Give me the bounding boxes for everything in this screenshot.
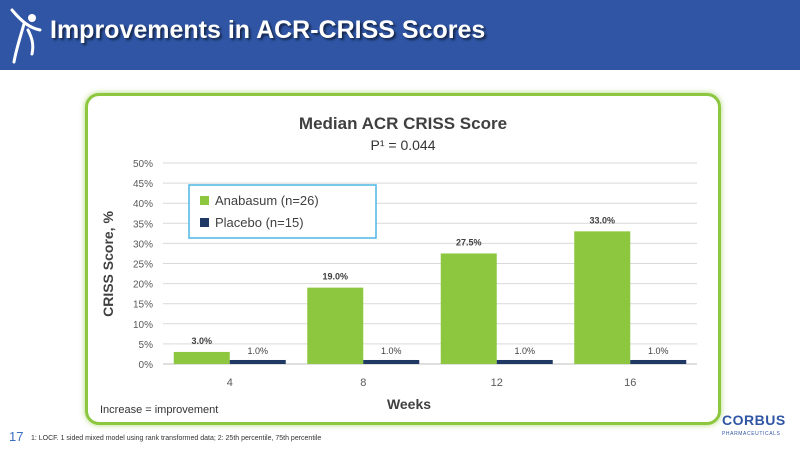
- bar-placebo: [229, 359, 286, 364]
- legend-label-placebo: Placebo (n=15): [215, 215, 304, 230]
- legend-swatch-placebo: [200, 218, 209, 227]
- bar-anabasum: [574, 231, 631, 364]
- data-label-anabasum: 27.5%: [456, 237, 482, 247]
- logo-wordmark: CORBUS: [722, 412, 786, 428]
- y-tick-label: 40%: [133, 199, 153, 210]
- chart-frame: 0% 5% 10% 15% 20% 25% 30% 35% 40% 45% 50% 3.0% 1.0% 4…: [85, 93, 721, 425]
- page-number: 17: [9, 429, 24, 444]
- data-label-placebo: 1.0%: [247, 346, 268, 356]
- x-tick-label: 4: [227, 377, 233, 389]
- corbus-logo: CORBUS PHARMACEUTICALS: [722, 412, 786, 437]
- bar-anabasum: [440, 253, 497, 364]
- header-bar: Improvements in ACR-CRISS Scores: [0, 0, 800, 70]
- y-tick-label: 30%: [133, 239, 153, 250]
- data-label-placebo: 1.0%: [381, 346, 402, 356]
- y-tick-label: 50%: [133, 159, 153, 170]
- bar-anabasum: [173, 351, 230, 364]
- y-tick-label: 10%: [133, 320, 153, 331]
- x-tick-label: 12: [491, 377, 503, 389]
- legend-swatch-anabasum: [200, 196, 209, 205]
- legend-label-anabasum: Anabasum (n=26): [215, 193, 319, 208]
- bar-anabasum: [307, 287, 364, 364]
- improvement-note: Increase = improvement: [100, 404, 218, 416]
- corbus-figure-icon: [10, 8, 42, 64]
- legend: Anabasum (n=26) Placebo (n=15): [188, 184, 377, 239]
- data-label-anabasum: 33.0%: [589, 215, 615, 225]
- y-tick-label: 35%: [133, 219, 153, 230]
- data-label-placebo: 1.0%: [514, 346, 535, 356]
- y-tick-label: 25%: [133, 260, 153, 271]
- x-axis-label: Weeks: [387, 396, 431, 412]
- y-tick-label: 45%: [133, 179, 153, 190]
- footnote: 1: LOCF. 1 sided mixed model using rank …: [31, 435, 322, 442]
- y-tick-label: 5%: [139, 340, 154, 351]
- data-label-anabasum: 19.0%: [322, 272, 348, 282]
- logo-tagline: PHARMACEUTICALS: [722, 431, 781, 437]
- chart-subtitle: P¹ = 0.044: [371, 137, 436, 153]
- y-tick-label: 20%: [133, 280, 153, 291]
- bar-placebo: [496, 359, 553, 364]
- chart-title: Median ACR CRISS Score: [299, 114, 507, 133]
- legend-box: [188, 184, 377, 239]
- y-tick-label: 15%: [133, 300, 153, 311]
- bar-placebo: [630, 359, 687, 364]
- y-tick-label: 0%: [139, 360, 154, 371]
- x-tick-label: 8: [360, 377, 366, 389]
- chart: 0% 5% 10% 15% 20% 25% 30% 35% 40% 45% 50% 3.0% 1.0% 4…: [100, 114, 697, 416]
- x-tick-label: 16: [624, 377, 636, 389]
- data-label-placebo: 1.0%: [648, 346, 669, 356]
- bar-placebo: [363, 359, 420, 364]
- data-label-anabasum: 3.0%: [191, 336, 212, 346]
- slide-title: Improvements in ACR-CRISS Scores: [50, 16, 486, 44]
- y-axis-label: CRISS Score, %: [100, 211, 116, 317]
